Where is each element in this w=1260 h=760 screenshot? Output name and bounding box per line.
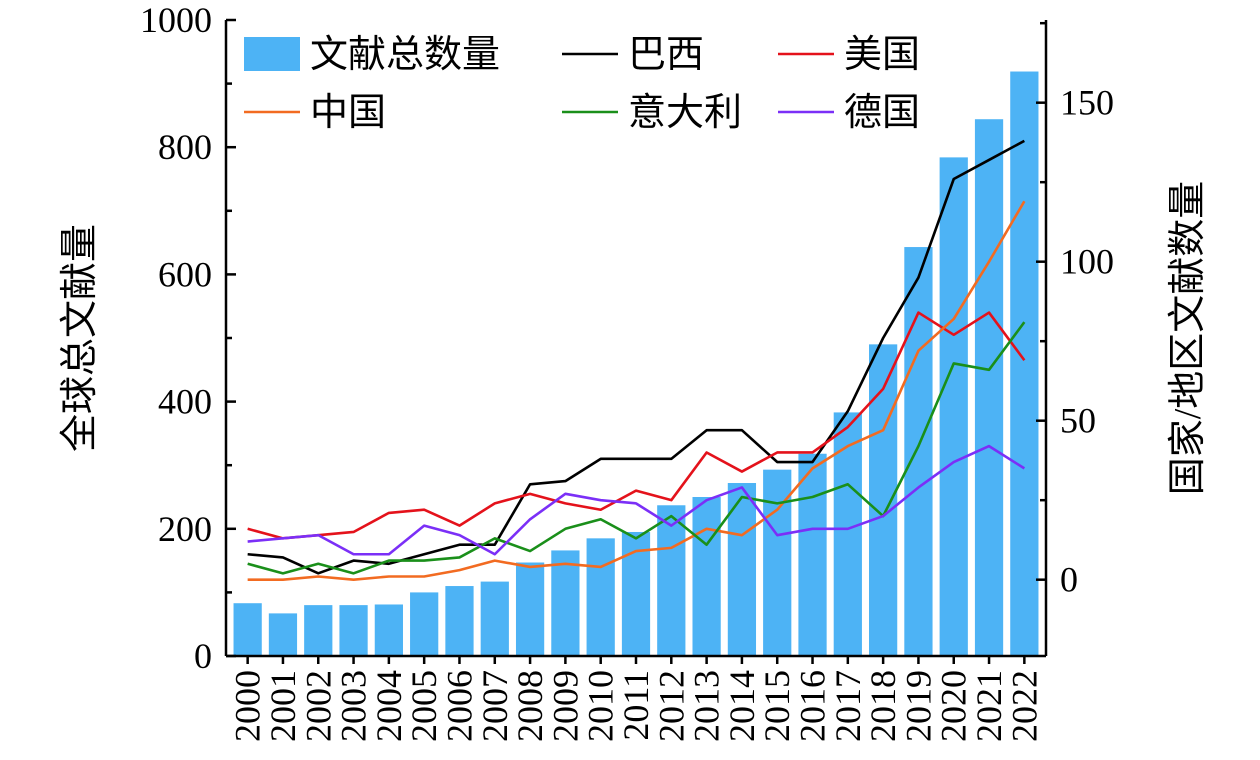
legend-swatch-bar — [244, 37, 300, 71]
x-tick-label: 2014 — [722, 670, 762, 742]
bar-2002 — [304, 605, 333, 656]
x-tick-label: 2019 — [898, 670, 938, 742]
bar-2013 — [692, 497, 721, 656]
bar-2005 — [410, 592, 439, 656]
series-line-1 — [247, 139, 1025, 575]
left-axis-title: 全球总文献量 — [59, 224, 101, 452]
bar-2003 — [339, 605, 368, 656]
bar-2006 — [445, 586, 474, 656]
series-line-3 — [247, 200, 1026, 581]
right-tick-label: 100 — [1060, 242, 1114, 282]
right-tick-label: 0 — [1060, 560, 1078, 600]
legend-label: 意大利 — [628, 92, 742, 134]
x-tick-label: 2009 — [545, 670, 585, 742]
legend-label: 德国 — [844, 92, 920, 134]
bar-2007 — [480, 581, 509, 656]
bar-2021 — [974, 119, 1004, 657]
bar-2010 — [586, 538, 615, 656]
x-tick-label: 2011 — [616, 670, 656, 741]
bar-2008 — [515, 562, 545, 656]
x-tick-label: 2007 — [475, 670, 515, 742]
x-tick-label: 2015 — [757, 670, 797, 742]
x-tick-label: 2010 — [581, 670, 621, 742]
bars-layer — [233, 71, 1039, 657]
bar-2022 — [1010, 71, 1039, 656]
left-tick-label: 400 — [158, 382, 212, 422]
axes-layer: 0200400600800100005010015020002001200220… — [140, 0, 1114, 742]
bar-2017 — [833, 412, 862, 656]
legend-label: 巴西 — [628, 34, 704, 76]
x-tick-label: 2021 — [969, 670, 1009, 742]
left-tick-label: 0 — [194, 636, 212, 676]
left-tick-label: 1000 — [140, 0, 212, 40]
left-tick-label: 200 — [158, 509, 212, 549]
bar-2009 — [551, 550, 580, 656]
x-tick-label: 2017 — [828, 670, 868, 742]
bar-2012 — [657, 505, 686, 656]
series-line-4 — [247, 321, 1026, 575]
right-tick-label: 150 — [1060, 83, 1114, 123]
x-tick-label: 2001 — [263, 670, 303, 742]
bar-2019 — [904, 247, 933, 657]
x-tick-label: 2004 — [369, 670, 409, 742]
bar-2004 — [374, 604, 403, 656]
x-tick-label: 2003 — [334, 670, 374, 742]
x-tick-label: 2020 — [934, 670, 974, 742]
bar-2000 — [233, 603, 262, 656]
bar-2001 — [268, 613, 298, 656]
bar-2020 — [939, 157, 968, 656]
x-tick-label: 2016 — [793, 670, 833, 742]
series-line-5 — [247, 444, 1026, 556]
legend-label: 美国 — [844, 34, 920, 76]
x-tick-label: 2002 — [298, 670, 338, 742]
series-line-2 — [247, 311, 1026, 540]
left-tick-label: 600 — [158, 254, 212, 294]
x-tick-label: 2005 — [404, 670, 444, 742]
lines-layer — [247, 139, 1026, 581]
x-tick-label: 2018 — [863, 670, 903, 742]
x-tick-label: 2006 — [439, 670, 479, 742]
x-tick-label: 2012 — [651, 670, 691, 742]
bar-2011 — [621, 531, 651, 656]
x-tick-label: 2022 — [1004, 670, 1044, 742]
right-tick-label: 50 — [1060, 401, 1096, 441]
x-tick-label: 2008 — [510, 670, 550, 742]
x-tick-label: 2013 — [687, 670, 727, 742]
legend-label: 中国 — [310, 92, 386, 134]
bar-2016 — [798, 453, 827, 656]
left-tick-label: 800 — [158, 127, 212, 167]
right-axis-title: 国家/地区文献数量 — [1167, 181, 1209, 496]
bar-2018 — [869, 344, 898, 656]
legend-label: 文献总数量 — [310, 34, 500, 76]
x-tick-label: 2000 — [228, 670, 268, 742]
